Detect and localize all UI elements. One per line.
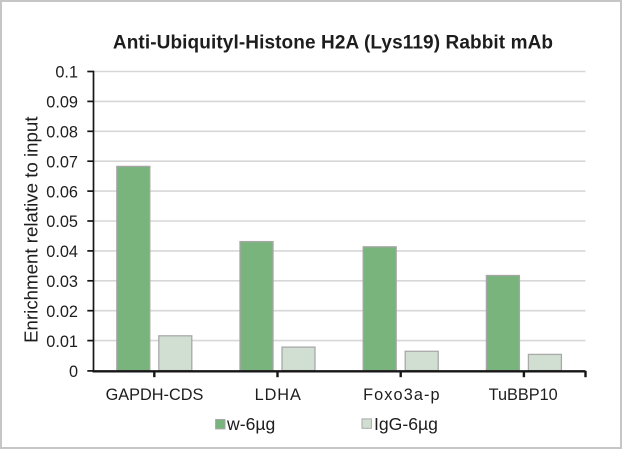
svg-text:0.06: 0.06 xyxy=(46,183,78,201)
svg-text:0: 0 xyxy=(69,363,78,381)
svg-text:Anti-Ubiquityl-Histone H2A (Ly: Anti-Ubiquityl-Histone H2A (Lys119) Rabb… xyxy=(113,32,553,53)
svg-text:0.09: 0.09 xyxy=(46,94,78,112)
svg-text:0.01: 0.01 xyxy=(46,333,78,351)
svg-text:0.05: 0.05 xyxy=(46,213,78,231)
svg-text:GAPDH-CDS: GAPDH-CDS xyxy=(106,386,204,404)
svg-text:0.1: 0.1 xyxy=(55,64,78,82)
svg-text:0.08: 0.08 xyxy=(46,124,78,142)
svg-text:TuBBP10: TuBBP10 xyxy=(489,386,558,404)
svg-text:Foxo3a-p: Foxo3a-p xyxy=(363,386,441,404)
svg-text:0.04: 0.04 xyxy=(46,243,78,261)
svg-text:LDHA: LDHA xyxy=(255,386,302,404)
svg-text:0.02: 0.02 xyxy=(46,303,78,321)
svg-text:w-6µg: w-6µg xyxy=(226,414,275,434)
svg-text:Enrichment relative to input: Enrichment relative to input xyxy=(21,116,42,343)
svg-text:0.07: 0.07 xyxy=(46,153,78,171)
svg-text:0.03: 0.03 xyxy=(46,273,78,291)
svg-text:IgG-6µg: IgG-6µg xyxy=(374,414,438,434)
